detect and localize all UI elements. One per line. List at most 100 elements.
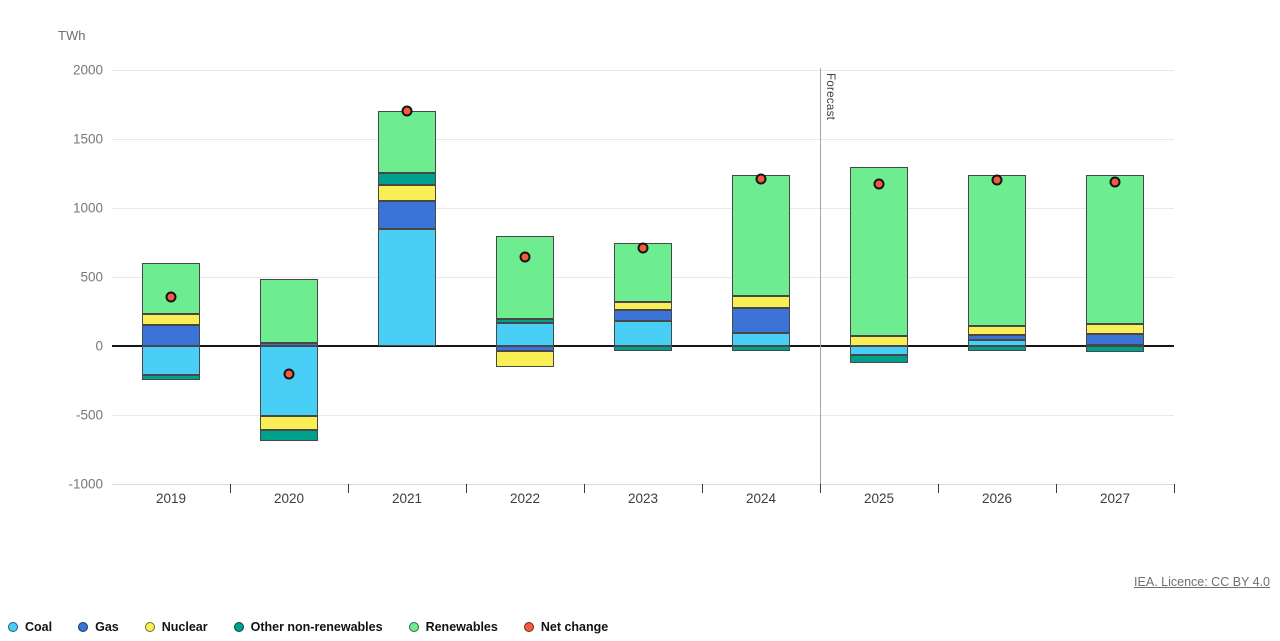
legend-item-coal[interactable]: Coal bbox=[8, 620, 52, 634]
net-change-dot[interactable] bbox=[873, 178, 885, 190]
bar-segment-nuclear[interactable] bbox=[968, 325, 1026, 335]
bar-segment-renewables[interactable] bbox=[378, 111, 436, 173]
legend-marker-icon bbox=[144, 622, 155, 632]
bar-segment-nuclear[interactable] bbox=[142, 314, 200, 326]
x-axis-year-label: 2023 bbox=[627, 491, 659, 506]
legend-marker-icon bbox=[8, 622, 18, 632]
bar-segment-nuclear[interactable] bbox=[496, 350, 554, 368]
bar-segment-other-non-renewables[interactable] bbox=[968, 346, 1026, 351]
bar-segment-other-non-renewables[interactable] bbox=[850, 354, 908, 364]
y-axis-tick-label: -500 bbox=[75, 407, 103, 423]
legend-item-gas[interactable]: Gas bbox=[78, 620, 119, 634]
legend-marker-icon bbox=[408, 622, 419, 632]
bar-segment-renewables[interactable] bbox=[496, 235, 554, 320]
net-change-dot[interactable] bbox=[755, 173, 767, 185]
x-axis-year-label: 2022 bbox=[509, 491, 541, 506]
bar-segment-gas[interactable] bbox=[968, 334, 1026, 340]
bar-segment-gas[interactable] bbox=[614, 310, 672, 322]
gridline bbox=[112, 415, 1174, 416]
bar-segment-coal[interactable] bbox=[260, 346, 318, 417]
bar-segment-nuclear[interactable] bbox=[614, 301, 672, 311]
bar-segment-coal[interactable] bbox=[850, 346, 908, 355]
bar-segment-other-non-renewables[interactable] bbox=[378, 172, 436, 185]
y-axis-tick-label: 1000 bbox=[72, 200, 103, 216]
bar-segment-renewables[interactable] bbox=[850, 166, 908, 336]
legend-marker-icon bbox=[523, 622, 534, 632]
bar-segment-coal[interactable] bbox=[142, 346, 200, 375]
net-change-dot[interactable] bbox=[401, 105, 413, 117]
bar-segment-coal[interactable] bbox=[378, 228, 436, 346]
net-change-dot[interactable] bbox=[519, 251, 531, 263]
bar-segment-other-non-renewables[interactable] bbox=[614, 346, 672, 351]
x-axis-year-label: 2026 bbox=[981, 491, 1013, 506]
bar-segment-renewables[interactable] bbox=[732, 174, 790, 297]
legend-marker-icon bbox=[78, 622, 89, 632]
forecast-divider-line bbox=[820, 68, 821, 484]
bar-segment-renewables[interactable] bbox=[1086, 174, 1144, 324]
legend-item-renewables[interactable]: Renewables bbox=[408, 620, 498, 634]
x-axis-year-label: 2025 bbox=[863, 491, 895, 506]
legend-item-net-change[interactable]: Net change bbox=[523, 620, 609, 634]
bar-segment-nuclear[interactable] bbox=[378, 184, 436, 202]
net-change-dot[interactable] bbox=[283, 368, 295, 380]
forecast-label: Forecast bbox=[824, 73, 836, 121]
x-axis-tick bbox=[1056, 484, 1057, 493]
bar-segment-nuclear[interactable] bbox=[732, 296, 790, 309]
iea-licence-link[interactable]: IEA. Licence: CC BY 4.0 bbox=[1134, 575, 1270, 589]
bar-segment-gas[interactable] bbox=[732, 308, 790, 333]
bar-segment-other-non-renewables[interactable] bbox=[496, 319, 554, 324]
net-change-dot[interactable] bbox=[1109, 176, 1121, 188]
bar-segment-coal[interactable] bbox=[968, 339, 1026, 346]
bar-segment-other-non-renewables[interactable] bbox=[260, 430, 318, 441]
legend-label: Coal bbox=[25, 620, 53, 634]
bar-segment-other-non-renewables[interactable] bbox=[142, 374, 200, 380]
net-change-dot[interactable] bbox=[637, 242, 649, 254]
x-axis-tick bbox=[1174, 484, 1175, 493]
bar-segment-nuclear[interactable] bbox=[1086, 323, 1144, 335]
y-axis-tick-label: 0 bbox=[95, 338, 103, 354]
x-axis-year-label: 2020 bbox=[273, 491, 305, 506]
bar-segment-coal[interactable] bbox=[614, 321, 672, 346]
x-axis-tick bbox=[938, 484, 939, 493]
x-axis-tick bbox=[348, 484, 349, 493]
x-axis-year-label: 2027 bbox=[1099, 491, 1131, 506]
bar-segment-coal[interactable] bbox=[732, 332, 790, 346]
x-axis-line bbox=[112, 484, 1174, 485]
x-axis-year-label: 2021 bbox=[391, 491, 423, 506]
legend-label: Other non-renewables bbox=[250, 620, 383, 634]
bar-segment-gas[interactable] bbox=[496, 346, 554, 351]
legend-label: Nuclear bbox=[161, 620, 208, 634]
bar-segment-renewables[interactable] bbox=[260, 279, 318, 344]
chart-legend: Coal Gas Nuclear Other non-renewables Renewa… bbox=[8, 620, 608, 634]
net-change-dot[interactable] bbox=[165, 291, 177, 303]
x-axis-tick bbox=[230, 484, 231, 493]
bar-segment-gas[interactable] bbox=[142, 325, 200, 346]
bar-segment-gas[interactable] bbox=[260, 343, 318, 346]
gridline bbox=[112, 70, 1174, 71]
bar-segment-other-non-renewables[interactable] bbox=[732, 346, 790, 351]
y-axis-tick-label: -1000 bbox=[68, 476, 103, 492]
bar-segment-nuclear[interactable] bbox=[850, 335, 908, 346]
legend-item-nuclear[interactable]: Nuclear bbox=[144, 620, 208, 634]
legend-label: Net change bbox=[540, 620, 609, 634]
x-axis-tick bbox=[702, 484, 703, 493]
legend-label: Gas bbox=[95, 620, 119, 634]
x-axis-tick bbox=[820, 484, 821, 493]
legend-item-other-non-renewables[interactable]: Other non-renewables bbox=[233, 620, 383, 634]
bar-segment-gas[interactable] bbox=[1086, 334, 1144, 345]
bar-segment-renewables[interactable] bbox=[968, 174, 1026, 326]
bar-segment-gas[interactable] bbox=[378, 201, 436, 229]
bar-segment-coal[interactable] bbox=[496, 323, 554, 346]
x-axis-tick bbox=[466, 484, 467, 493]
gridline bbox=[112, 208, 1174, 209]
legend-marker-icon bbox=[233, 622, 244, 632]
bar-segment-renewables[interactable] bbox=[142, 262, 200, 315]
x-axis-year-label: 2019 bbox=[155, 491, 187, 506]
bar-segment-nuclear[interactable] bbox=[260, 416, 318, 431]
legend-label: Renewables bbox=[425, 620, 498, 634]
net-change-dot[interactable] bbox=[991, 174, 1003, 186]
bar-segment-other-non-renewables[interactable] bbox=[1086, 346, 1144, 353]
x-axis-tick bbox=[584, 484, 585, 493]
